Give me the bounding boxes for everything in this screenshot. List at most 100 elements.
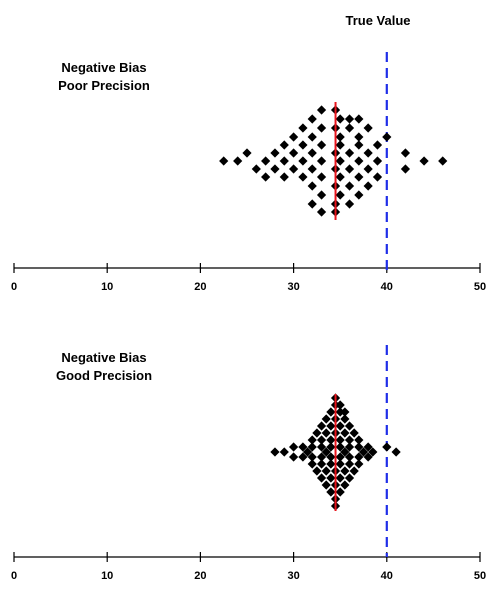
data-point (335, 156, 345, 166)
data-point (344, 459, 355, 469)
data-point (316, 105, 327, 115)
data-point (372, 140, 383, 150)
data-point (363, 452, 373, 462)
data-point (279, 172, 289, 182)
data-point (335, 407, 345, 417)
data-point (316, 459, 327, 469)
data-point (316, 421, 327, 431)
data-point (382, 132, 392, 142)
data-point (321, 466, 331, 476)
data-point (438, 156, 448, 166)
data-point (354, 140, 364, 150)
data-point (307, 114, 317, 124)
data-point (270, 164, 280, 174)
data-point (279, 140, 289, 150)
data-point (289, 452, 299, 462)
x-tick-label: 20 (194, 570, 206, 582)
data-point (316, 435, 327, 445)
x-tick-label: 40 (381, 570, 393, 582)
data-point (354, 435, 364, 445)
data-point (335, 459, 345, 469)
data-point (233, 156, 243, 166)
data-point (340, 407, 350, 417)
data-point (307, 181, 317, 191)
data-point (321, 447, 331, 457)
data-point (354, 132, 364, 142)
data-point (349, 428, 359, 438)
true-value-label: True Value (345, 13, 410, 28)
x-tick-label: 10 (101, 281, 113, 293)
data-point (289, 148, 299, 158)
data-point (354, 452, 364, 462)
data-point (261, 172, 271, 182)
data-point (335, 114, 345, 124)
data-point (326, 487, 336, 497)
data-point (363, 123, 373, 133)
data-point (344, 114, 355, 124)
data-point (344, 199, 355, 209)
data-point (289, 164, 299, 174)
data-point (400, 148, 411, 158)
data-point (419, 156, 429, 166)
data-point (316, 452, 327, 462)
data-point (298, 156, 308, 166)
data-point (307, 164, 317, 174)
x-tick-label: 20 (194, 281, 206, 293)
data-point (321, 480, 331, 490)
data-point (316, 140, 327, 150)
data-point (363, 164, 373, 174)
data-point (326, 442, 336, 452)
data-point (242, 148, 252, 158)
data-point (349, 466, 359, 476)
data-point (344, 164, 355, 174)
data-point (382, 442, 392, 452)
x-tick-label: 40 (381, 281, 393, 293)
data-point (372, 156, 383, 166)
data-point (354, 459, 364, 469)
panel-title-line-1: Negative Bias (61, 350, 146, 365)
panel-good-precision: Negative Bias Good Precision 0 10 20 30 40 50 (11, 345, 486, 582)
data-point (358, 447, 369, 457)
data-point (219, 156, 229, 166)
data-point (279, 156, 289, 166)
data-point (335, 140, 345, 150)
data-point (326, 452, 336, 462)
x-tick-label: 50 (474, 281, 486, 293)
data-point (335, 442, 345, 452)
data-point (335, 435, 345, 445)
panel-title-line-2: Good Precision (56, 368, 152, 383)
data-point (335, 400, 345, 410)
data-point (335, 452, 345, 462)
data-point (335, 421, 345, 431)
data-point (326, 407, 336, 417)
data-point (354, 190, 364, 200)
data-point (340, 428, 350, 438)
data-point (289, 132, 299, 142)
data-point (312, 466, 322, 476)
data-point (307, 459, 317, 469)
data-point (335, 473, 345, 483)
data-point (270, 447, 280, 457)
data-point (316, 442, 327, 452)
data-point (298, 140, 308, 150)
panel-poor-precision: Negative Bias Poor Precision 0 10 20 30 40 50 (11, 52, 486, 293)
x-tick-label: 50 (474, 570, 486, 582)
panel-title-line-1: Negative Bias (61, 60, 146, 75)
x-tick-label: 10 (101, 570, 113, 582)
data-point (400, 164, 411, 174)
data-point (289, 442, 299, 452)
data-point (307, 452, 317, 462)
data-point (316, 156, 327, 166)
panel-title-line-2: Poor Precision (58, 78, 150, 93)
data-point (279, 447, 289, 457)
data-point (321, 414, 331, 424)
x-tick-label: 30 (287, 281, 299, 293)
data-point (354, 172, 364, 182)
data-point (307, 199, 317, 209)
data-point (298, 123, 308, 133)
data-point (335, 487, 345, 497)
data-point (312, 428, 322, 438)
data-point (302, 447, 313, 457)
data-point (344, 148, 355, 158)
